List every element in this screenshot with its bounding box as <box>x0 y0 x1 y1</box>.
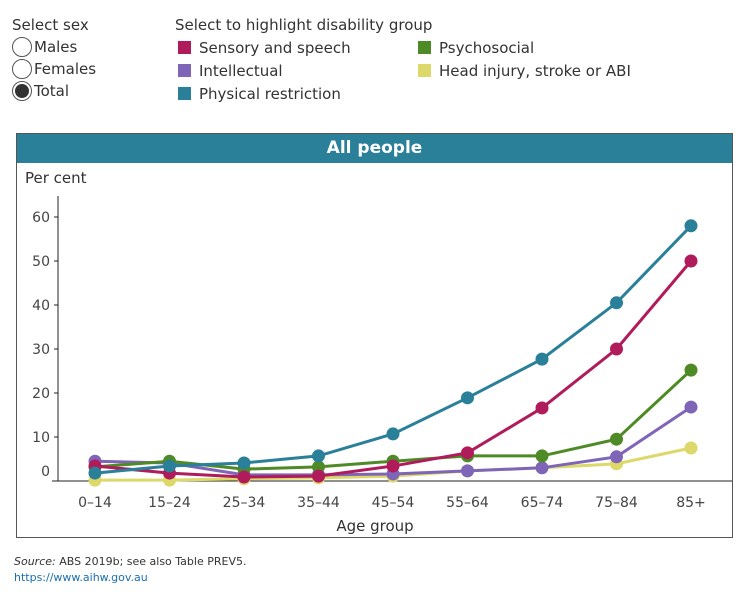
chart-panel: All people Per cent 0 10 20 30 40 50 60 0–14 15–2… <box>16 133 733 538</box>
y-tick-label: 0 <box>41 464 50 480</box>
radio-circle[interactable] <box>12 81 32 101</box>
legend-physical[interactable]: Physical restriction <box>178 82 351 105</box>
y-axis-title: Per cent <box>25 169 87 187</box>
data-point <box>386 459 400 473</box>
chart-title: All people <box>17 134 732 163</box>
legend-label: Head injury, stroke or ABI <box>439 61 631 80</box>
sex-select-title: Select sex <box>12 16 89 34</box>
radio-circle[interactable] <box>12 59 32 79</box>
radio-total[interactable]: Total <box>12 80 96 102</box>
data-point <box>610 342 623 356</box>
x-tick-label: 75–84 <box>595 495 638 511</box>
data-point <box>535 352 549 366</box>
swatch <box>178 87 191 100</box>
radio-males[interactable]: Males <box>12 36 96 58</box>
swatch <box>418 64 431 77</box>
source-text: ABS 2019b; see also Table PREV5. <box>55 555 247 568</box>
source-label: Source: <box>14 555 56 568</box>
data-point <box>461 446 474 460</box>
y-tick-label: 40 <box>32 298 50 314</box>
data-point <box>237 470 251 484</box>
data-point <box>610 296 623 310</box>
y-tick-label: 60 <box>32 210 50 226</box>
radio-label: Males <box>34 38 78 56</box>
data-point <box>610 450 623 464</box>
data-point <box>237 456 251 470</box>
x-tick-label: 45–54 <box>372 495 415 511</box>
data-point <box>312 469 325 483</box>
y-tick-label: 30 <box>32 342 50 358</box>
source-note: Source: ABS 2019b; see also Table PREV5. <box>14 555 246 568</box>
data-point <box>684 219 698 233</box>
x-tick-label: 65–74 <box>521 495 564 511</box>
x-tick-label: 85+ <box>676 495 706 511</box>
legend-col-1: Sensory and speech Intellectual Physical… <box>178 36 351 105</box>
legend-head-injury[interactable]: Head injury, stroke or ABI <box>418 59 631 82</box>
aihw-link[interactable]: https://www.aihw.gov.au <box>14 571 148 584</box>
legend-intellectual[interactable]: Intellectual <box>178 59 351 82</box>
legend-label: Physical restriction <box>199 84 341 103</box>
legend-label: Psychosocial <box>439 38 535 57</box>
x-tick-label: 0–14 <box>78 495 112 511</box>
data-point <box>461 391 474 405</box>
x-tick-label: 25–34 <box>223 495 266 511</box>
series-line <box>94 369 693 471</box>
legend-col-2: Psychosocial Head injury, stroke or ABI <box>418 36 631 82</box>
x-axis-title: Age group <box>336 517 413 535</box>
radio-label: Total <box>34 82 70 100</box>
legend-sensory[interactable]: Sensory and speech <box>178 36 351 59</box>
swatch <box>418 41 431 54</box>
swatch <box>178 64 191 77</box>
series-line <box>94 260 693 479</box>
data-point <box>386 427 400 441</box>
data-point <box>684 363 698 377</box>
legend-psychosocial[interactable]: Psychosocial <box>418 36 631 59</box>
line-chart: Per cent 0 10 20 30 40 50 60 0–14 15–24 25–34 35–44… <box>25 169 732 535</box>
data-point <box>535 401 549 415</box>
y-tick-label: 10 <box>32 430 50 446</box>
radio-label: Females <box>34 60 97 78</box>
data-point <box>312 460 325 474</box>
swatch <box>178 41 191 54</box>
data-point <box>535 461 549 475</box>
data-point <box>535 449 549 463</box>
data-point <box>163 459 176 473</box>
data-point <box>312 449 325 463</box>
sex-radio-group: Males Females Total <box>12 36 96 102</box>
data-point <box>684 254 698 268</box>
data-point <box>684 400 698 414</box>
x-tick-label: 55–64 <box>446 495 489 511</box>
y-tick-label: 50 <box>32 254 50 270</box>
y-tick-label: 20 <box>32 386 50 402</box>
legend-label: Intellectual <box>199 61 283 80</box>
radio-circle[interactable] <box>12 37 32 57</box>
x-tick-label: 15–24 <box>148 495 191 511</box>
data-point <box>610 432 623 446</box>
x-tick-label: 35–44 <box>297 495 340 511</box>
legend-label: Sensory and speech <box>199 38 351 57</box>
data-point <box>461 464 474 478</box>
data-point <box>684 441 698 455</box>
group-select-title: Select to highlight disability group <box>175 16 433 34</box>
data-point <box>88 466 102 480</box>
radio-females[interactable]: Females <box>12 58 96 80</box>
